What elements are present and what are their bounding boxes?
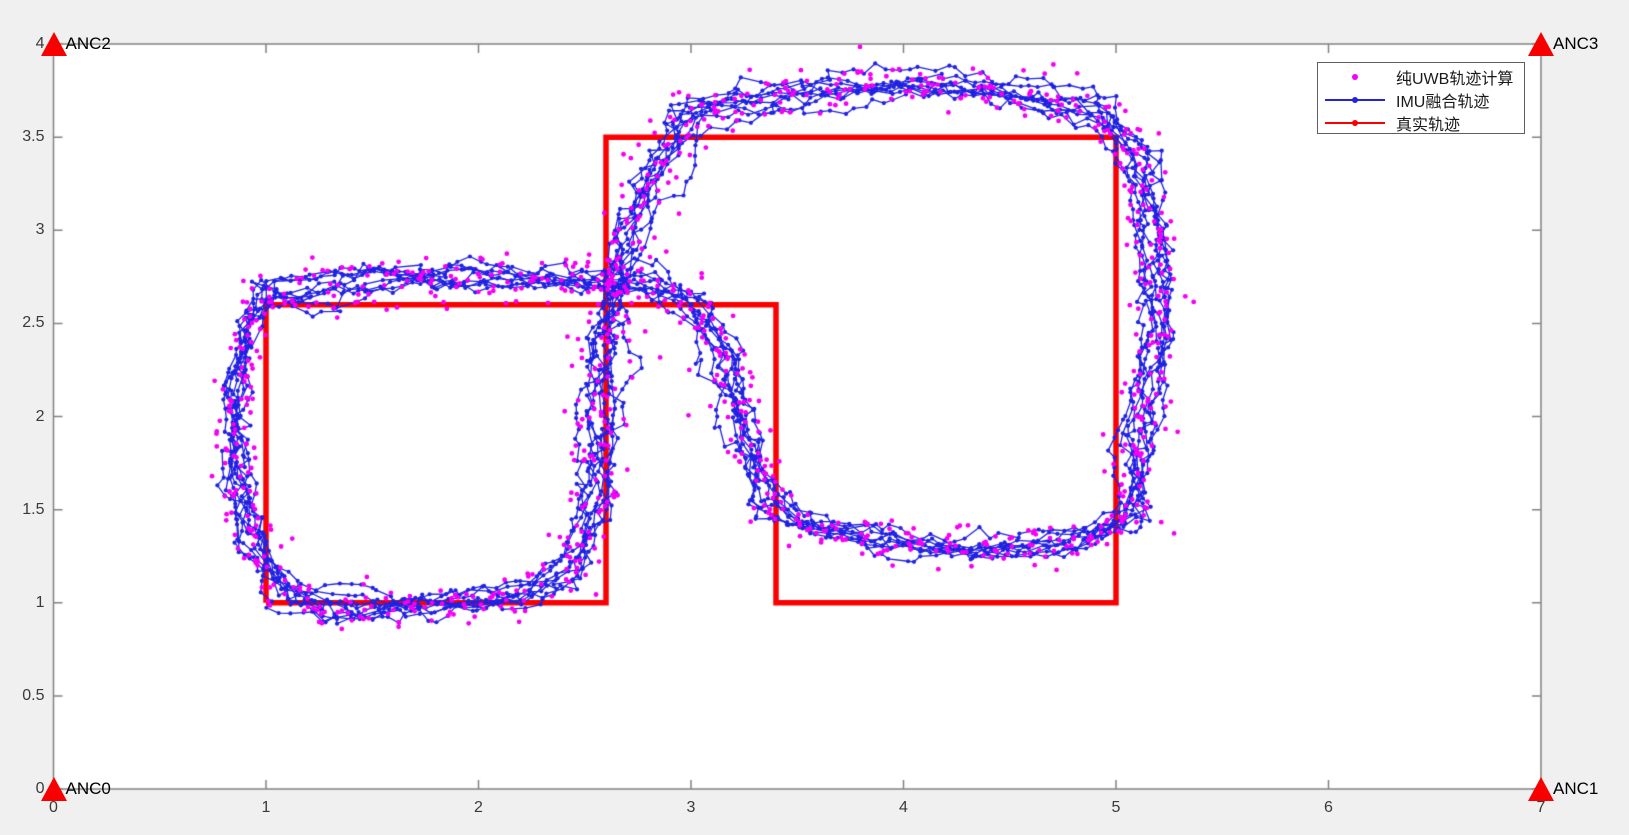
legend-label-uwb: 纯UWB轨迹计算 xyxy=(1396,71,1514,88)
legend-item-true: 真实轨迹 xyxy=(1318,112,1524,134)
y-tick-label: 2 xyxy=(35,407,45,425)
x-tick-label: 3 xyxy=(686,799,696,816)
anchor-triangle-icon xyxy=(40,32,67,56)
anchor-triangle-icon xyxy=(1528,777,1554,801)
anchor-label: ANC0 xyxy=(65,779,111,798)
x-tick-label: 5 xyxy=(1111,799,1121,816)
x-tick-label: 1 xyxy=(261,799,271,816)
x-tick-label: 7 xyxy=(1536,799,1546,816)
legend-item-imu: IMU融合轨迹 xyxy=(1318,89,1524,111)
anchor-label: ANC1 xyxy=(1553,779,1599,798)
legend[interactable]: 纯UWB轨迹计算 IMU融合轨迹 真实轨迹 xyxy=(1317,62,1525,134)
anchor-triangle-icon xyxy=(1528,32,1554,56)
y-tick-label: 3 xyxy=(35,221,45,239)
x-tick-label: 0 xyxy=(49,799,58,816)
y-tick-label: 1 xyxy=(35,593,45,611)
legend-marker-imu-line-icon xyxy=(1325,89,1385,111)
legend-label-true: 真实轨迹 xyxy=(1396,117,1461,134)
y-tick-label: 4 xyxy=(35,35,45,52)
anchor-triangle-icon xyxy=(40,777,67,801)
x-tick-label: 4 xyxy=(899,799,908,816)
y-tick-label: 2.5 xyxy=(22,314,45,332)
x-tick-label: 2 xyxy=(474,799,483,816)
y-tick-label: 0.5 xyxy=(22,686,45,704)
legend-marker-uwb-dot-icon xyxy=(1325,66,1385,88)
y-tick-label: 1.5 xyxy=(22,500,45,518)
y-tick-label: 3.5 xyxy=(22,128,45,146)
x-tick-label: 6 xyxy=(1324,799,1333,816)
legend-marker-true-line-icon xyxy=(1325,112,1385,134)
legend-item-uwb: 纯UWB轨迹计算 xyxy=(1318,66,1524,88)
anchor-label: ANC3 xyxy=(1553,34,1599,53)
legend-label-imu: IMU融合轨迹 xyxy=(1396,94,1490,111)
y-tick-label: 0 xyxy=(35,780,45,797)
anchor-label: ANC2 xyxy=(65,34,111,53)
